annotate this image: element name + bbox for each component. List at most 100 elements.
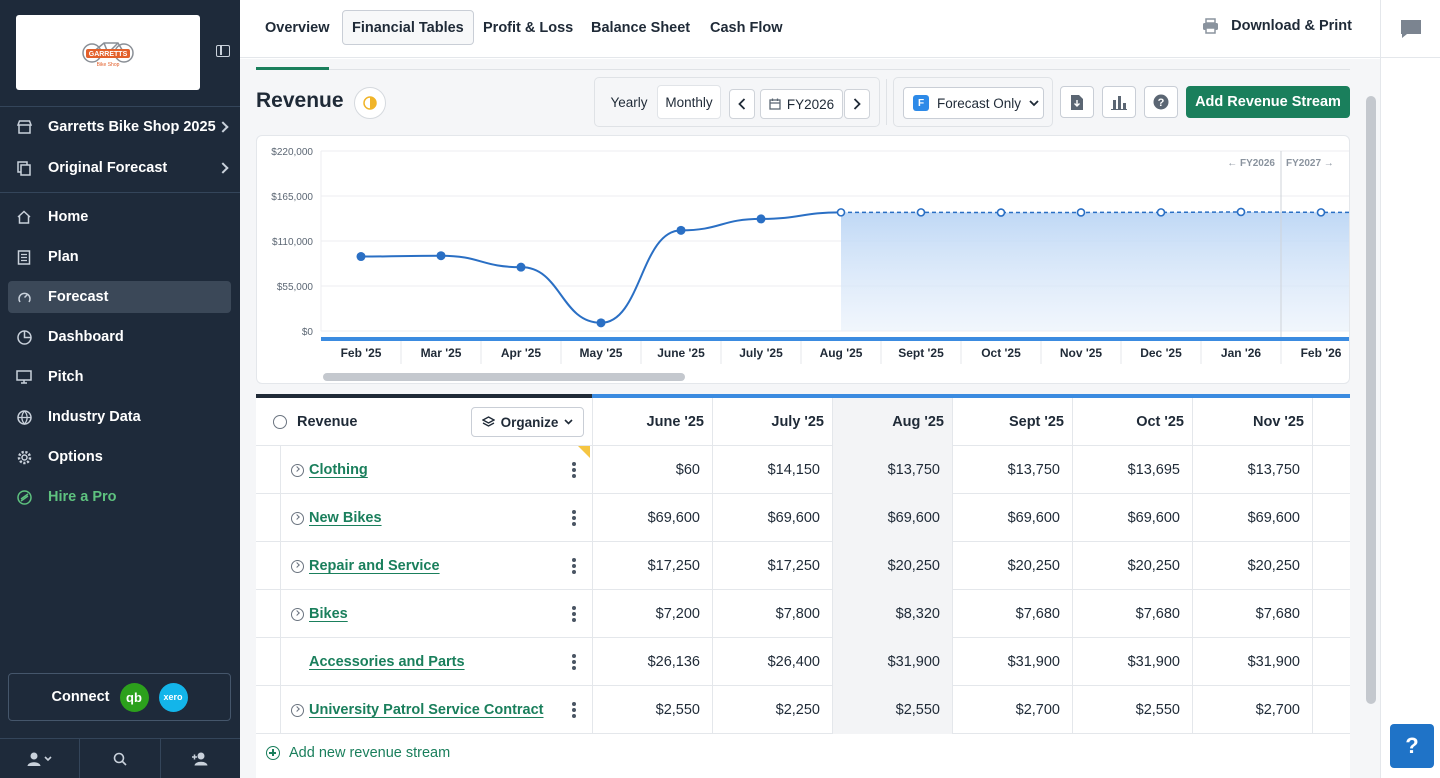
- company-logo[interactable]: GARRETTS Bike Shop: [16, 15, 200, 90]
- revenue-stream-link[interactable]: Accessories and Parts: [309, 654, 465, 670]
- table-cell[interactable]: $20,250: [952, 542, 1072, 590]
- table-cell[interactable]: $7,680: [1192, 590, 1312, 638]
- table-cell[interactable]: $69,600: [952, 494, 1072, 542]
- revenue-stream-link[interactable]: Bikes: [309, 606, 348, 622]
- sidebar-item-options[interactable]: Options: [8, 441, 231, 473]
- chart-horizontal-scrollbar[interactable]: [323, 373, 685, 381]
- more-options-icon[interactable]: [572, 654, 576, 670]
- chart-toggle-button[interactable]: [1102, 86, 1136, 118]
- table-cell[interactable]: $8,320: [832, 590, 952, 638]
- next-year-button[interactable]: [844, 89, 870, 119]
- comments-button[interactable]: [1381, 0, 1440, 58]
- tab-balance-sheet[interactable]: Balance Sheet: [591, 19, 691, 36]
- download-print-button[interactable]: Download & Print: [1202, 18, 1352, 34]
- more-options-icon[interactable]: [572, 558, 576, 574]
- table-cell[interactable]: $69,600: [712, 494, 832, 542]
- table-cell[interactable]: $31,900: [832, 638, 952, 686]
- expand-row-icon[interactable]: [291, 511, 304, 525]
- tab-overview[interactable]: Overview: [265, 19, 330, 36]
- expand-all-icon[interactable]: [273, 415, 287, 429]
- table-cell[interactable]: $20,250: [832, 542, 952, 590]
- table-cell[interactable]: $2,550: [832, 686, 952, 734]
- monthly-toggle[interactable]: Monthly: [657, 85, 721, 119]
- tab-cash-flow[interactable]: Cash Flow: [710, 19, 783, 36]
- column-header[interactable]: June '25: [592, 398, 712, 446]
- add-new-revenue-stream-link[interactable]: Add new revenue stream: [266, 745, 450, 761]
- yearly-toggle[interactable]: Yearly: [610, 94, 648, 110]
- table-cell[interactable]: $2,700: [952, 686, 1072, 734]
- export-button[interactable]: [1060, 86, 1094, 118]
- column-header[interactable]: Oct '25: [1072, 398, 1192, 446]
- connect-integrations[interactable]: Connect qb xero: [8, 673, 231, 721]
- table-cell[interactable]: $2,250: [712, 686, 832, 734]
- table-cell[interactable]: $31,900: [952, 638, 1072, 686]
- table-cell[interactable]: $13,750: [1192, 446, 1312, 494]
- table-cell[interactable]: $26,136: [592, 638, 712, 686]
- help-button[interactable]: ?: [1390, 724, 1434, 768]
- sidebar-item-forecast[interactable]: Forecast: [8, 281, 231, 313]
- expand-row-icon[interactable]: [291, 703, 304, 717]
- sidebar-item-hire-a-pro[interactable]: Hire a Pro: [8, 481, 231, 513]
- table-cell[interactable]: $31,900: [1072, 638, 1192, 686]
- quickbooks-icon[interactable]: qb: [119, 682, 149, 712]
- tab-financial-tables[interactable]: Financial Tables: [342, 10, 474, 45]
- column-header[interactable]: Aug '25: [832, 398, 952, 446]
- more-options-icon[interactable]: [572, 606, 576, 622]
- table-cell[interactable]: $69,600: [832, 494, 952, 542]
- company-selector[interactable]: Garretts Bike Shop 2025: [8, 111, 231, 143]
- table-cell[interactable]: $7,800: [712, 590, 832, 638]
- table-cell[interactable]: $13,695: [1072, 446, 1192, 494]
- table-cell[interactable]: $13,750: [832, 446, 952, 494]
- table-cell[interactable]: $69,600: [592, 494, 712, 542]
- table-cell[interactable]: $69,600: [1072, 494, 1192, 542]
- sidebar-item-dashboard[interactable]: Dashboard: [8, 321, 231, 353]
- expand-row-icon[interactable]: [291, 607, 304, 621]
- collapse-sidebar-icon[interactable]: [216, 45, 230, 57]
- table-cell[interactable]: $20,250: [1072, 542, 1192, 590]
- column-header[interactable]: Nov '25: [1192, 398, 1312, 446]
- table-cell[interactable]: $13,750: [952, 446, 1072, 494]
- page-vertical-scrollbar[interactable]: [1366, 96, 1376, 704]
- search-button[interactable]: [80, 739, 161, 778]
- sidebar-item-pitch[interactable]: Pitch: [8, 361, 231, 393]
- table-cell[interactable]: $7,680: [952, 590, 1072, 638]
- revenue-stream-link[interactable]: Clothing: [309, 462, 368, 478]
- add-revenue-stream-button[interactable]: Add Revenue Stream: [1186, 86, 1350, 118]
- forecast-filter-select[interactable]: F Forecast Only: [903, 87, 1044, 119]
- table-cell[interactable]: $31,900: [1192, 638, 1312, 686]
- table-cell[interactable]: $7,680: [1072, 590, 1192, 638]
- revenue-stream-link[interactable]: New Bikes: [309, 510, 382, 526]
- table-cell[interactable]: $2,700: [1192, 686, 1312, 734]
- table-cell[interactable]: $26,400: [712, 638, 832, 686]
- table-cell[interactable]: $2,550: [592, 686, 712, 734]
- revenue-stream-link[interactable]: Repair and Service: [309, 558, 440, 574]
- table-cell[interactable]: $17,250: [712, 542, 832, 590]
- fiscal-year-selector[interactable]: FY2026: [760, 89, 843, 119]
- xero-icon[interactable]: xero: [158, 682, 188, 712]
- table-cell[interactable]: $60: [592, 446, 712, 494]
- table-cell[interactable]: $69,600: [1192, 494, 1312, 542]
- column-header[interactable]: July '25: [712, 398, 832, 446]
- expand-row-icon[interactable]: [291, 559, 304, 573]
- table-cell[interactable]: $2,550: [1072, 686, 1192, 734]
- more-options-icon[interactable]: [572, 702, 576, 718]
- user-menu-button[interactable]: [0, 739, 81, 778]
- help-info-button[interactable]: ?: [1144, 86, 1178, 118]
- organize-button[interactable]: Organize: [471, 407, 584, 437]
- revenue-status-icon[interactable]: [354, 87, 386, 119]
- table-cell[interactable]: $17,250: [592, 542, 712, 590]
- sidebar-item-industry-data[interactable]: Industry Data: [8, 401, 231, 433]
- tab-profit-loss[interactable]: Profit & Loss: [483, 19, 574, 36]
- table-cell[interactable]: $20,250: [1192, 542, 1312, 590]
- more-options-icon[interactable]: [572, 510, 576, 526]
- more-options-icon[interactable]: [572, 462, 576, 478]
- sidebar-item-plan[interactable]: Plan: [8, 241, 231, 273]
- forecast-version-selector[interactable]: Original Forecast: [8, 152, 231, 184]
- table-cell[interactable]: $7,200: [592, 590, 712, 638]
- add-user-button[interactable]: [161, 739, 240, 778]
- expand-row-icon[interactable]: [291, 463, 304, 477]
- table-cell[interactable]: $14,150: [712, 446, 832, 494]
- column-header[interactable]: Sept '25: [952, 398, 1072, 446]
- previous-year-button[interactable]: [729, 89, 755, 119]
- revenue-stream-link[interactable]: University Patrol Service Contract: [309, 702, 544, 718]
